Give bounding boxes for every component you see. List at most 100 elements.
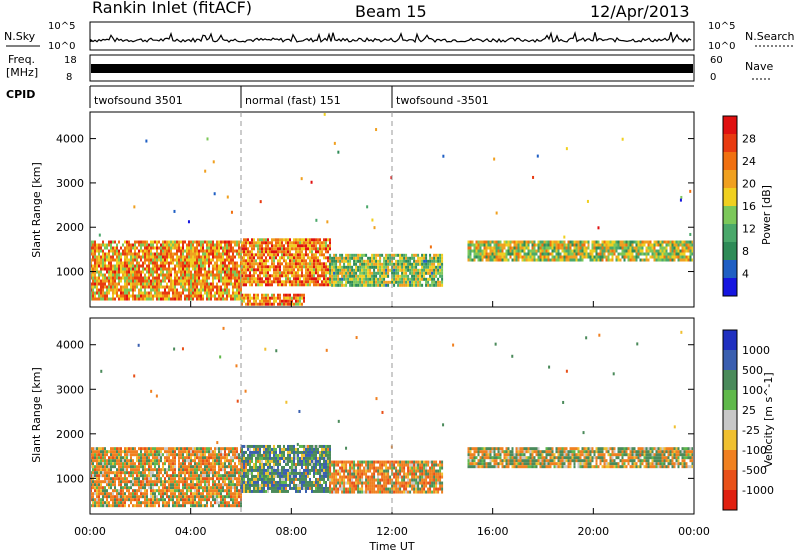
- echo-cell: [182, 291, 184, 295]
- echo-cell: [265, 462, 267, 466]
- echo-cell: [106, 459, 108, 463]
- echo-cell: [247, 477, 249, 481]
- echo-cell: [319, 259, 321, 263]
- echo-cell: [126, 468, 128, 472]
- echo-cell: [194, 492, 196, 496]
- echo-cell: [164, 498, 166, 502]
- echo-cell: [489, 258, 492, 262]
- echo-cell: [232, 495, 234, 499]
- echo-cell: [224, 261, 226, 265]
- echo-cell: [635, 255, 638, 259]
- echo-cell: [232, 477, 234, 481]
- power-colorbar-tick: 12: [742, 223, 756, 236]
- echo-cell: [206, 450, 208, 454]
- echo-cell: [389, 256, 392, 260]
- echo-cell: [275, 250, 277, 254]
- echo-cell: [532, 175, 535, 179]
- echo-cell: [325, 244, 327, 248]
- echo-cell: [435, 271, 438, 275]
- echo-cell: [132, 270, 134, 274]
- echo-cell: [214, 456, 216, 460]
- echo-cell: [180, 453, 182, 457]
- echo-cell: [144, 243, 146, 247]
- echo-cell: [441, 268, 444, 272]
- echo-cell: [190, 273, 192, 277]
- echo-cell: [172, 285, 174, 289]
- echo-cell: [98, 468, 100, 472]
- echo-cell: [413, 268, 416, 272]
- echo-cell: [110, 249, 112, 253]
- echo-cell: [92, 459, 94, 463]
- echo-cell: [313, 280, 315, 284]
- echo-cell: [293, 238, 295, 242]
- echo-cell: [329, 256, 332, 260]
- echo-cell: [188, 486, 190, 490]
- echo-cell: [96, 261, 98, 265]
- echo-cell: [587, 240, 590, 244]
- echo-cell: [653, 249, 656, 253]
- echo-cell: [91, 282, 92, 286]
- echo-cell: [297, 259, 299, 263]
- echo-cell: [501, 258, 504, 262]
- echo-cell: [158, 447, 160, 451]
- echo-cell: [603, 246, 606, 250]
- echo-cell: [587, 255, 590, 259]
- echo-cell: [186, 294, 188, 298]
- echo-cell: [255, 489, 257, 493]
- echo-cell: [349, 268, 352, 272]
- echo-cell: [267, 244, 269, 248]
- echo-cell: [291, 244, 293, 248]
- echo-cell: [102, 474, 104, 478]
- echo-cell: [279, 262, 281, 266]
- echo-cell: [323, 280, 325, 284]
- echo-cell: [265, 262, 267, 266]
- echo-cell: [267, 459, 269, 463]
- echo-cell: [128, 462, 130, 466]
- echo-cell: [164, 471, 166, 475]
- echo-cell: [160, 489, 162, 493]
- echo-cell: [154, 456, 156, 460]
- echo-cell: [138, 249, 140, 253]
- echo-cell: [208, 249, 210, 253]
- echo-cell: [501, 246, 504, 250]
- echo-cell: [91, 447, 92, 451]
- echo-cell: [325, 271, 327, 275]
- echo-cell: [269, 253, 271, 257]
- echo-cell: [511, 252, 514, 256]
- echo-cell: [373, 277, 376, 281]
- echo-cell: [275, 268, 277, 272]
- echo-cell: [126, 483, 128, 487]
- echo-cell: [116, 249, 118, 253]
- echo-cell: [355, 283, 358, 287]
- echo-cell: [653, 252, 656, 256]
- echo-cell: [303, 280, 305, 284]
- echo-cell: [251, 450, 253, 454]
- echo-cell: [238, 459, 240, 463]
- echo-cell: [343, 268, 346, 272]
- echo-cell: [174, 480, 176, 484]
- echo-cell: [283, 238, 285, 242]
- echo-cell: [365, 271, 368, 275]
- echo-cell: [182, 486, 184, 490]
- echo-cell: [261, 244, 263, 248]
- echo-cell: [102, 252, 104, 256]
- echo-cell: [138, 498, 140, 502]
- echo-cell: [337, 259, 340, 263]
- echo-cell: [503, 255, 506, 259]
- echo-cell: [243, 244, 245, 248]
- echo-cell: [429, 245, 432, 249]
- echo-cell: [168, 480, 170, 484]
- echo-cell: [259, 483, 261, 487]
- echo-cell: [249, 471, 251, 475]
- echo-cell: [391, 280, 394, 284]
- echo-cell: [100, 480, 102, 484]
- echo-cell: [261, 462, 263, 466]
- echo-cell: [100, 447, 102, 451]
- echo-cell: [130, 468, 132, 472]
- echo-cell: [517, 258, 520, 262]
- echo-cell: [140, 285, 142, 289]
- echo-cell: [164, 288, 166, 292]
- echo-cell: [94, 261, 96, 265]
- echo-cell: [321, 271, 323, 275]
- echo-cell: [243, 462, 245, 466]
